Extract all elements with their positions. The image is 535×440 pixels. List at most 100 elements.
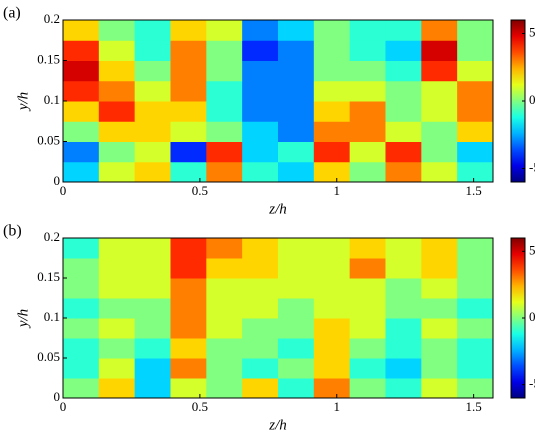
cell bbox=[421, 20, 458, 41]
panel-label: (b) bbox=[3, 223, 22, 240]
cell bbox=[277, 121, 315, 142]
cell bbox=[170, 101, 207, 122]
cell bbox=[206, 378, 243, 398]
cell bbox=[457, 298, 493, 319]
cell bbox=[134, 338, 171, 359]
cell bbox=[98, 338, 136, 359]
cell bbox=[63, 20, 100, 41]
cell bbox=[98, 238, 136, 259]
cell bbox=[421, 318, 458, 339]
cell bbox=[206, 258, 243, 279]
y-axis-label: y/h bbox=[15, 92, 31, 112]
cell bbox=[206, 318, 243, 339]
cell bbox=[421, 60, 458, 82]
cell bbox=[385, 378, 422, 398]
y-tick-label: 0 bbox=[54, 173, 61, 188]
cell bbox=[277, 358, 315, 379]
cell bbox=[421, 298, 458, 319]
cell bbox=[206, 80, 243, 102]
cell bbox=[63, 101, 100, 122]
heatmap-cells bbox=[63, 238, 493, 398]
cell bbox=[421, 101, 458, 122]
cell bbox=[457, 80, 493, 102]
cell bbox=[242, 161, 279, 182]
cell bbox=[385, 358, 422, 379]
cell bbox=[242, 141, 279, 163]
cell bbox=[242, 121, 279, 142]
cell bbox=[349, 161, 386, 182]
cell bbox=[206, 161, 243, 182]
cell bbox=[206, 298, 243, 319]
cell bbox=[277, 161, 315, 182]
cell bbox=[349, 378, 386, 398]
cell bbox=[421, 378, 458, 398]
cell bbox=[170, 258, 207, 279]
cell bbox=[313, 141, 351, 163]
cell bbox=[277, 258, 315, 279]
x-tick-label: 0.5 bbox=[192, 183, 208, 198]
cell bbox=[134, 161, 171, 182]
y-axis-label: y/h bbox=[15, 309, 31, 329]
cell bbox=[277, 141, 315, 163]
cell bbox=[457, 238, 493, 259]
colorbar-tick-label: 5 bbox=[529, 24, 535, 39]
heatmap-cells bbox=[63, 20, 493, 182]
cell bbox=[385, 80, 422, 102]
y-tick-label: 0.05 bbox=[37, 132, 60, 147]
cell bbox=[385, 141, 422, 163]
cell bbox=[134, 378, 171, 398]
cell bbox=[421, 80, 458, 102]
cell bbox=[63, 378, 100, 398]
cell bbox=[277, 80, 315, 102]
cell bbox=[421, 258, 458, 279]
cell bbox=[134, 60, 171, 82]
cell bbox=[134, 80, 171, 102]
cell bbox=[170, 121, 207, 142]
cell bbox=[63, 141, 100, 163]
cell bbox=[63, 318, 100, 339]
x-tick-label: 0 bbox=[60, 399, 67, 414]
colorbar-tick-label: 0 bbox=[529, 92, 535, 107]
cell bbox=[457, 258, 493, 279]
x-tick-label: 1.5 bbox=[465, 183, 481, 198]
cell bbox=[63, 40, 100, 61]
x-tick-label: 0 bbox=[60, 183, 67, 198]
y-tick-label: 0.1 bbox=[44, 309, 60, 324]
cell bbox=[134, 318, 171, 339]
cell bbox=[457, 338, 493, 359]
cell bbox=[242, 378, 279, 398]
cell bbox=[134, 298, 171, 319]
panel-label: (a) bbox=[3, 5, 21, 22]
cell bbox=[277, 40, 315, 61]
cell bbox=[313, 60, 351, 82]
cell bbox=[134, 101, 171, 122]
cell bbox=[242, 358, 279, 379]
cell bbox=[313, 121, 351, 142]
y-tick-label: 0 bbox=[54, 389, 61, 404]
cell bbox=[134, 278, 171, 299]
cell bbox=[134, 141, 171, 163]
cell bbox=[63, 298, 100, 319]
cell bbox=[134, 20, 171, 41]
cell bbox=[206, 238, 243, 259]
cell bbox=[277, 338, 315, 359]
cell bbox=[457, 161, 493, 182]
cell bbox=[385, 121, 422, 142]
x-axis-label: z/h bbox=[268, 417, 287, 433]
cell bbox=[170, 20, 207, 41]
cell bbox=[349, 20, 386, 41]
cell bbox=[313, 80, 351, 102]
cell bbox=[98, 318, 136, 339]
cell bbox=[242, 80, 279, 102]
cell bbox=[277, 378, 315, 398]
cell bbox=[349, 121, 386, 142]
cell bbox=[421, 141, 458, 163]
cell bbox=[349, 101, 386, 122]
cell bbox=[98, 20, 136, 41]
cell bbox=[98, 278, 136, 299]
cell bbox=[98, 358, 136, 379]
cell bbox=[242, 60, 279, 82]
cell bbox=[63, 338, 100, 359]
x-tick-label: 1.5 bbox=[465, 399, 481, 414]
